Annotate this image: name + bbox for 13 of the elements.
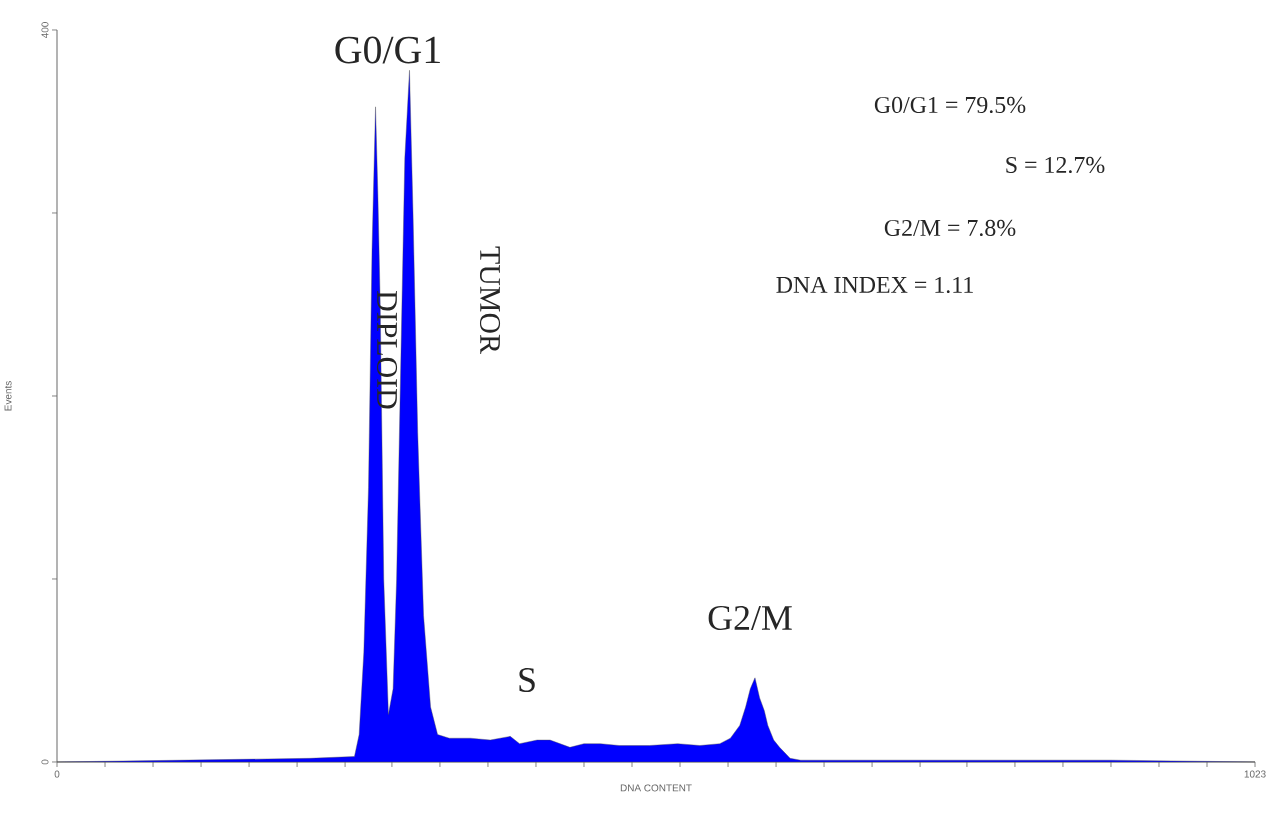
- annotation: DIPLOID: [376, 291, 398, 409]
- annotation: G0/G1: [335, 36, 440, 64]
- annotation: S = 12.7%: [1006, 156, 1105, 174]
- annotation: G2/M = 7.8%: [884, 219, 1016, 237]
- annotation: S: [519, 667, 535, 693]
- annotation: TUMOR: [479, 246, 501, 354]
- annotation: G2/M: [708, 605, 792, 631]
- annotation: DNA INDEX = 1.11: [776, 276, 973, 294]
- x-axis-title: DNA CONTENT: [620, 784, 692, 792]
- y-axis-title: Events: [4, 381, 12, 411]
- y-tick-label: 400: [41, 22, 49, 39]
- x-tick-label: 1023: [1244, 770, 1266, 778]
- annotation: G0/G1 = 79.5%: [874, 96, 1026, 114]
